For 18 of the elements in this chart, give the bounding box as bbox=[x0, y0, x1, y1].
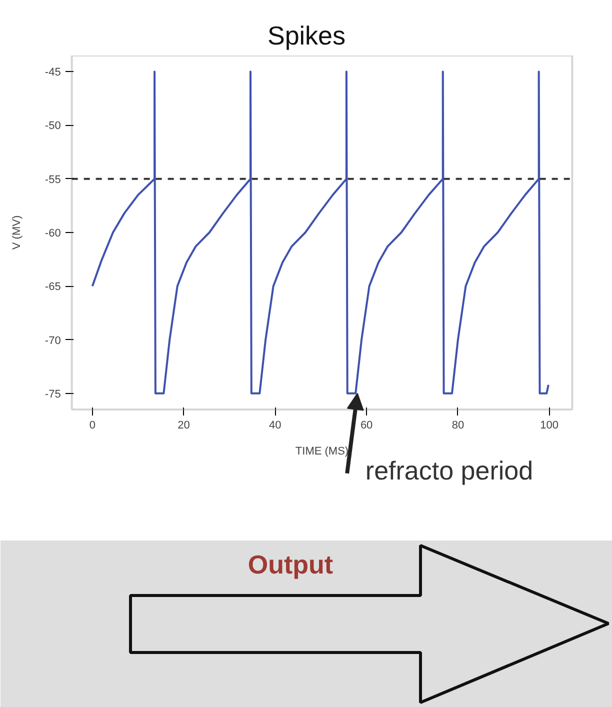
x-tick-label: 40 bbox=[269, 420, 282, 432]
x-axis-title: TIME (MS) bbox=[295, 446, 349, 458]
y-tick-label: -70 bbox=[44, 334, 61, 347]
y-tick-label: -65 bbox=[44, 281, 61, 294]
x-tick-label: 0 bbox=[89, 420, 96, 432]
y-tick-label: -45 bbox=[44, 66, 61, 79]
y-tick-label: -60 bbox=[44, 228, 61, 240]
annotation: refracto period bbox=[365, 455, 534, 486]
chart-title: Spikes bbox=[267, 20, 346, 50]
y-tick-label: -75 bbox=[44, 388, 61, 400]
x-tick-label: 20 bbox=[178, 420, 190, 432]
y-tick-label: -50 bbox=[44, 120, 61, 132]
x-tick-label: 80 bbox=[452, 420, 464, 432]
x-tick-label: 60 bbox=[360, 420, 373, 432]
y-axis-title: V (MV) bbox=[10, 215, 23, 250]
x-tick-label: 100 bbox=[540, 420, 559, 432]
text: Output bbox=[248, 550, 334, 580]
y-tick-label: -55 bbox=[44, 174, 61, 186]
